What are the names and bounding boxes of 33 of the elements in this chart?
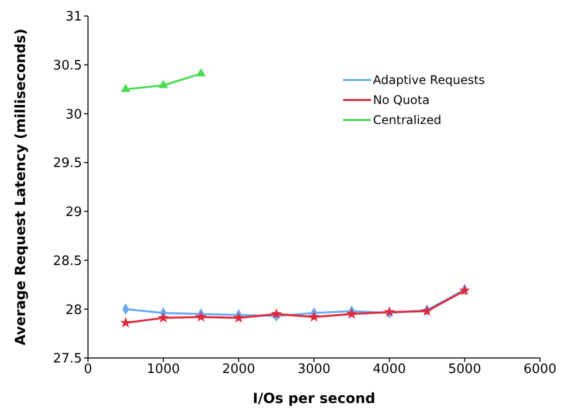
y-tick-label: 29	[65, 205, 82, 220]
point	[232, 312, 244, 323]
point	[346, 308, 358, 319]
point	[120, 84, 130, 92]
point	[195, 310, 207, 322]
y-tick-label: 30.5	[53, 58, 82, 74]
x-tick-label: 6000	[523, 362, 557, 378]
point	[421, 305, 433, 316]
y-tick-label: 28	[65, 302, 82, 318]
legend-label: No Quota	[373, 93, 430, 107]
point	[458, 284, 470, 296]
x-tick-label: 2000	[222, 362, 256, 378]
point	[196, 68, 206, 76]
point	[308, 310, 320, 322]
x-tick-label: 1000	[146, 362, 180, 378]
y-tick-label: 31	[65, 10, 82, 25]
y-axis-title: Average Request Latency (milliseconds)	[12, 28, 29, 346]
legend-label: Adaptive Requests	[373, 73, 485, 87]
point	[270, 308, 282, 319]
point	[158, 80, 168, 88]
y-tick-label: 28.5	[53, 254, 82, 269]
point	[120, 316, 132, 328]
x-tick-label: 4000	[372, 362, 406, 378]
x-tick-label: 5000	[448, 362, 482, 378]
x-axis-title: I/Os per second	[252, 391, 376, 407]
y-tick-label: 30	[65, 107, 82, 122]
point	[384, 306, 396, 317]
y-tick-label: 27.5	[53, 352, 82, 367]
x-tick-label: 0	[84, 362, 92, 378]
point	[158, 312, 170, 323]
x-tick-label: 3000	[297, 362, 331, 378]
legend-label: Centralized	[373, 113, 442, 127]
y-tick-label: 29.5	[53, 156, 82, 172]
